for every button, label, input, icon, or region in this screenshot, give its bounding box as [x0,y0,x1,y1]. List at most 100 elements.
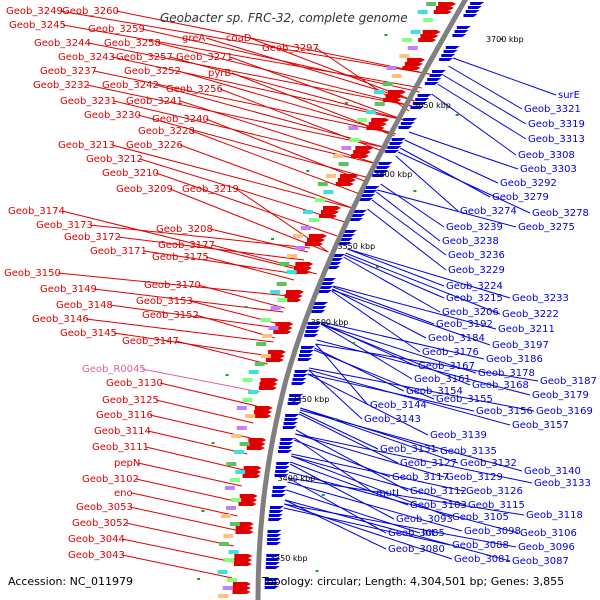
forward-gene-mark [254,406,273,410]
forward-gene-mark [323,206,341,210]
reverse-leader-line [332,288,427,339]
cog-block [303,210,313,214]
forward-gene-label: Geob_3174 [8,206,65,217]
forward-gene-mark [238,502,257,506]
reverse-gene-label: Geob_3115 [468,500,525,511]
forward-gene-mark [319,214,337,218]
kbp-tick-label: 3650 kbp [413,101,451,110]
forward-gene-label: Geob_3258 [104,38,161,49]
reverse-gene-label: Geob_3178 [478,368,535,379]
reverse-gene-mark [427,78,442,81]
reverse-gene-mark [272,486,287,489]
reverse-gene-label: Geob_3157 [512,420,569,431]
reverse-gene-label: Geob_3126 [466,486,523,497]
forward-gene-label: pyrB [208,68,231,79]
reverse-gene-label: Geob_3206 [442,307,499,318]
forward-gene-mark [234,554,253,558]
forward-gene-label: Geob_3260 [62,6,119,17]
cog-block [317,182,328,186]
reverse-leader-line [287,481,463,532]
cog-block [410,30,421,34]
cog-block [223,534,234,538]
reverse-gene-mark [385,150,400,153]
reverse-leader-line [397,151,531,214]
forward-gene-label: coaD [226,33,252,44]
kbp-tick-label: 3550 kbp [338,242,376,251]
reverse-leader-line [287,477,525,516]
forward-gene-mark [435,6,454,10]
cog-block [417,10,428,14]
reverse-leader-line [308,369,363,420]
reverse-gene-mark [318,290,332,293]
reverse-gene-mark [300,350,314,353]
forward-leader-line [57,272,289,297]
reverse-gene-mark [274,474,289,477]
gc-mark [413,190,417,192]
reverse-gene-mark [374,170,389,173]
reverse-gene-mark [343,230,357,233]
cog-block [341,146,352,150]
reverse-gene-label: Geob_3275 [518,222,575,233]
forward-gene-label: Geob_3147 [122,336,179,347]
forward-leader-line [155,399,254,424]
cog-block [245,414,256,418]
forward-gene-mark [368,122,387,126]
forward-leader-line [115,10,430,75]
forward-leader-line [113,100,378,165]
reverse-leader-line [347,248,445,287]
reverse-gene-mark [452,34,467,37]
reverse-gene-label: Geob_3140 [524,466,581,477]
forward-gene-label: Geob_3245 [9,20,66,31]
gc-mark [244,306,248,308]
cog-block [348,126,359,130]
forward-gene-label: Geob_3171 [90,246,147,257]
cog-block [399,54,410,58]
cog-block [260,354,271,358]
reverse-gene-mark [294,370,309,373]
reverse-gene-mark [424,82,439,85]
forward-gene-label: Geob_3297 [262,43,319,54]
gc-mark [306,170,310,172]
reverse-gene-mark [298,354,313,357]
cog-block [276,282,287,286]
forward-leader-line [229,56,405,121]
forward-gene-label: Geob_3173 [36,220,93,231]
reverse-leader-line [287,477,387,534]
reverse-gene-mark [283,422,298,425]
gc-mark [321,494,325,496]
forward-gene-mark [402,66,421,70]
accession-label: Accession: NC_011979 [8,575,133,588]
forward-gene-mark [268,350,286,354]
forward-gene-label: Geob_3172 [64,232,121,243]
forward-gene-mark [243,466,262,470]
reverse-gene-mark [351,214,365,217]
reverse-gene-mark [454,30,469,33]
cog-block [309,218,319,222]
forward-gene-mark [407,58,426,62]
gc-mark [211,442,215,444]
gc-mark [384,34,388,36]
kbp-tick-label: 3600 kbp [374,170,412,179]
forward-gene-mark [275,322,294,326]
reverse-gene-label: Geob_3229 [448,265,505,276]
forward-leader-line [129,506,236,531]
cog-block [386,66,397,70]
forward-leader-line [231,72,395,137]
reverse-leader-line [399,147,491,198]
cog-block [260,318,271,322]
reverse-gene-mark [289,394,304,397]
forward-gene-label: Geob_3241 [126,96,183,107]
reverse-gene-label: Geob_3278 [532,208,589,219]
cog-block [239,442,250,446]
forward-leader-line [191,130,361,195]
reverse-gene-mark [312,306,327,309]
forward-gene-mark [309,234,327,238]
reverse-leader-line [331,289,491,346]
cog-block [222,586,233,590]
forward-gene-mark [337,178,356,182]
forward-gene-mark [371,118,390,122]
cog-block [248,390,258,394]
cog-block [426,2,437,6]
cog-block [287,254,297,258]
reverse-gene-mark [415,98,430,101]
